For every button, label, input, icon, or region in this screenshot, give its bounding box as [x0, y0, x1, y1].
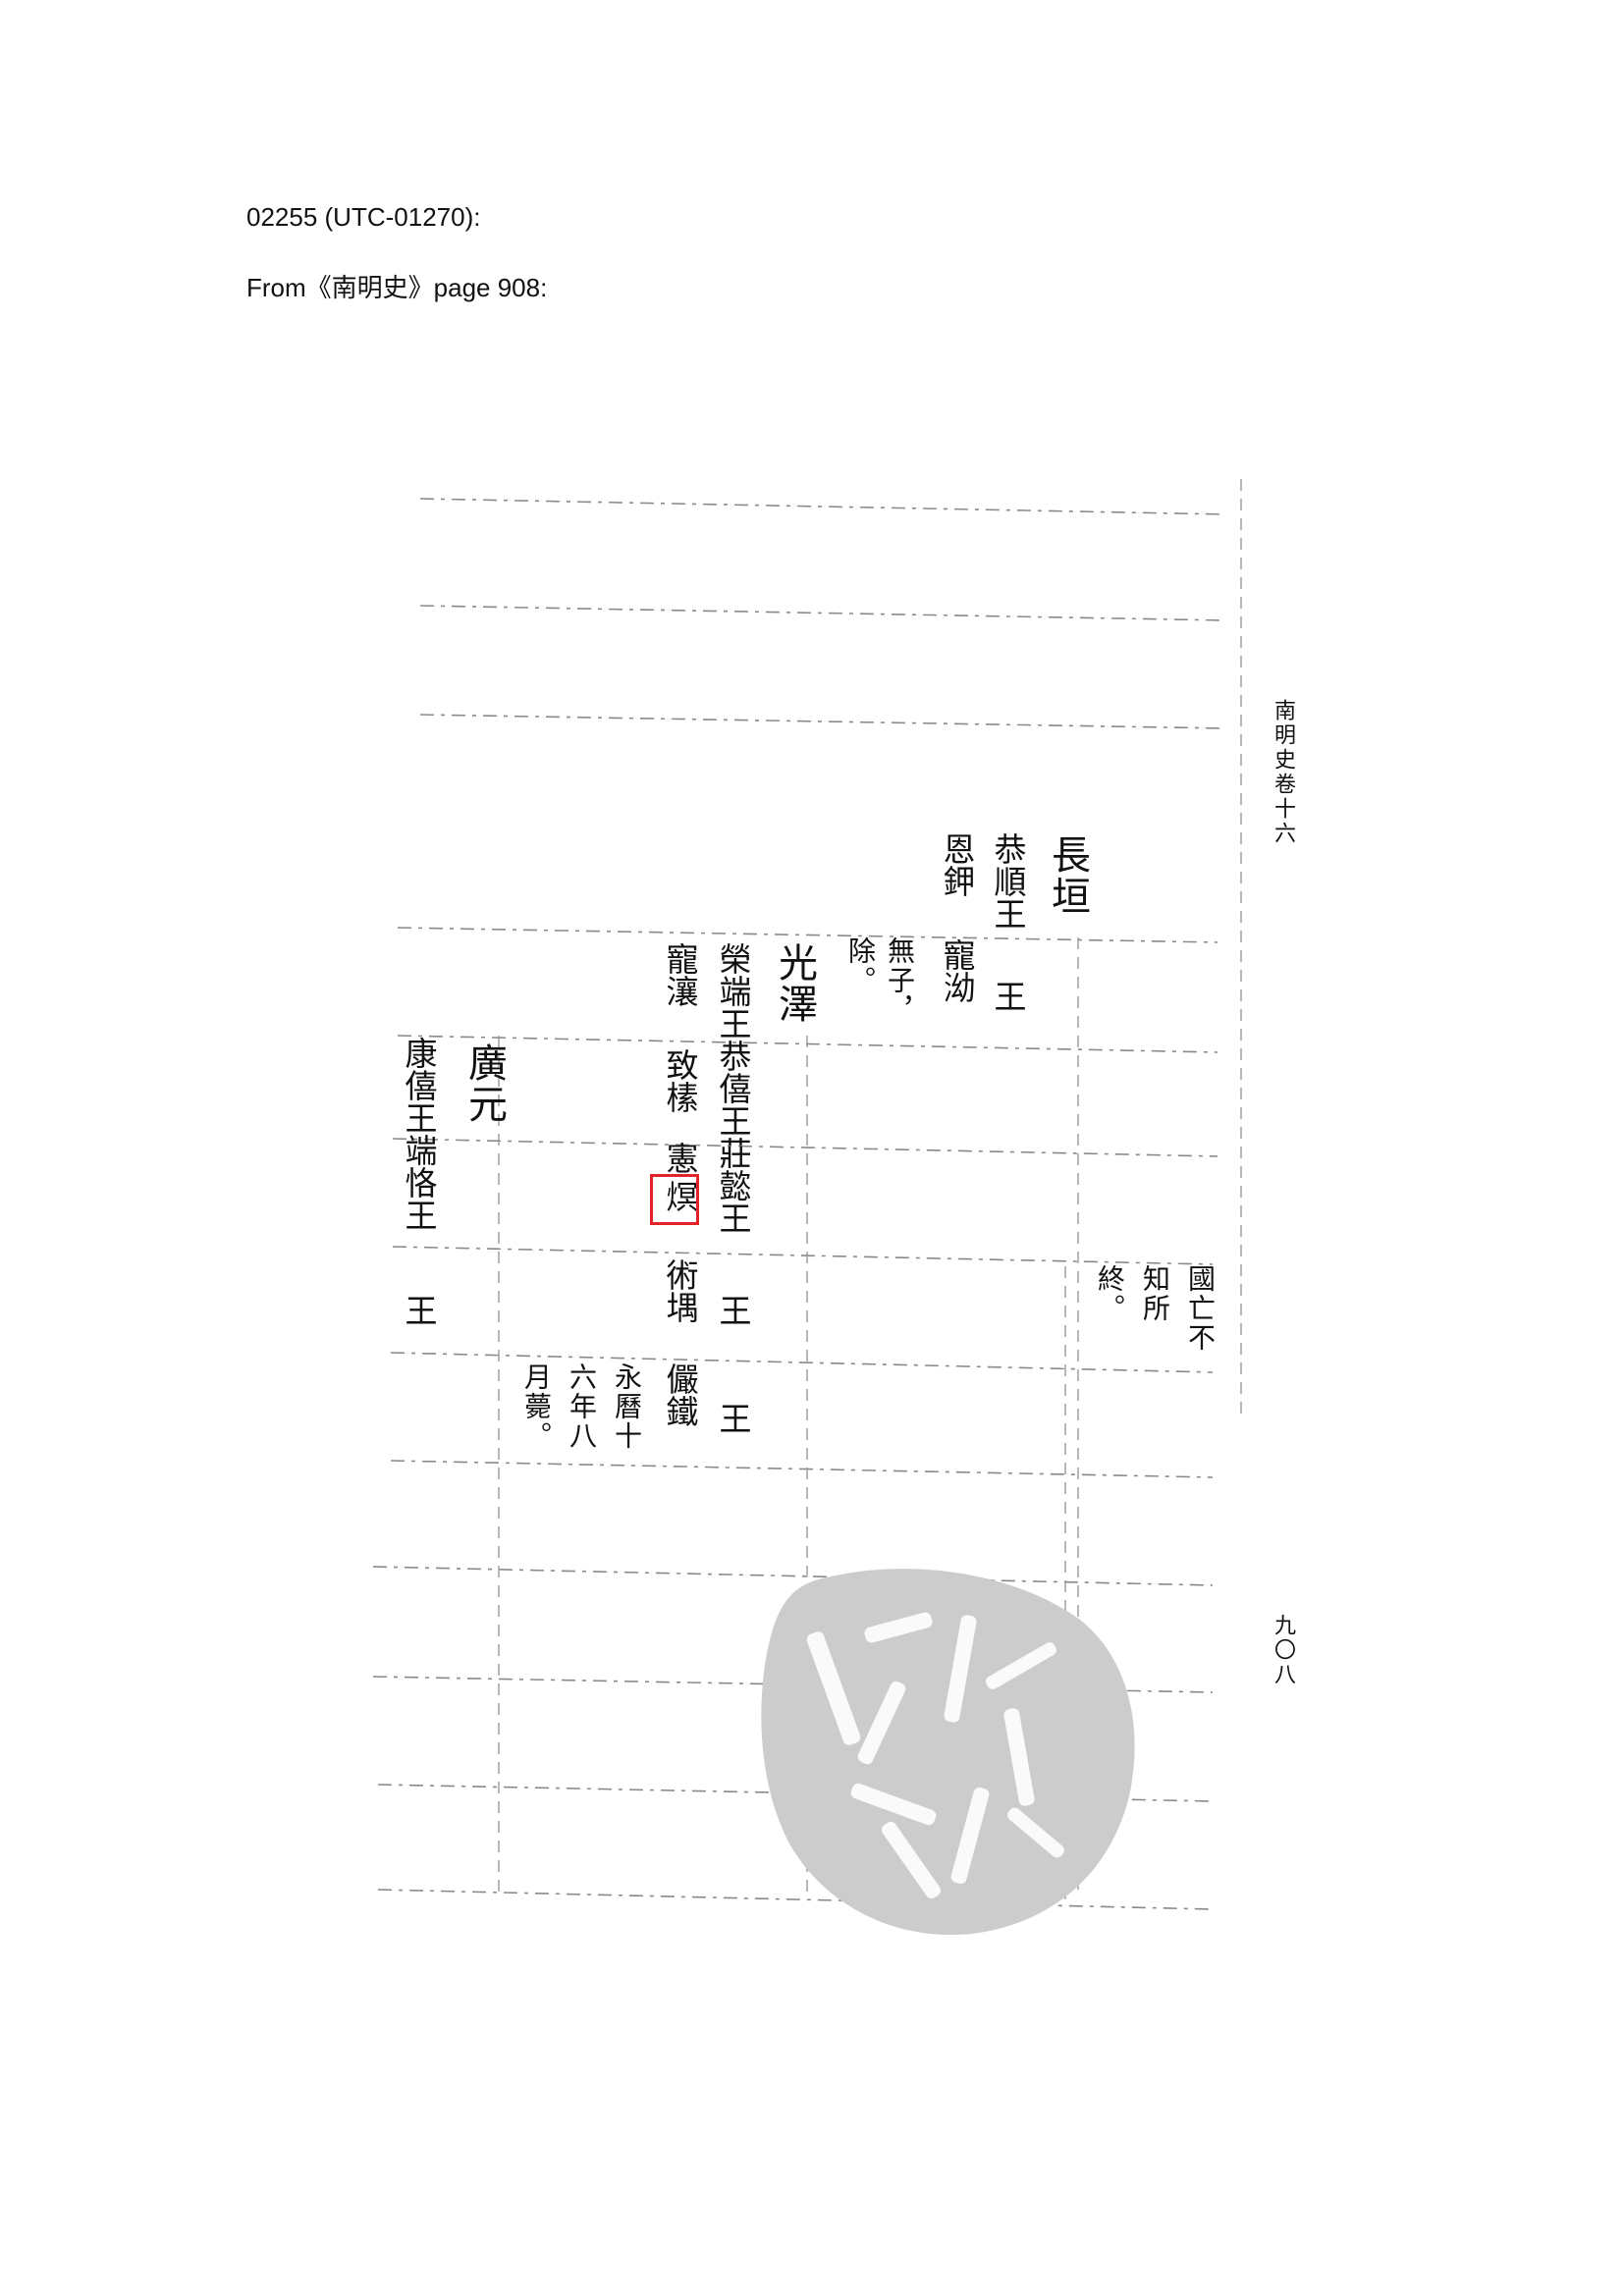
name-enjian: 恩鉀 [938, 832, 976, 897]
highlight-box [650, 1174, 699, 1225]
note-zhisuo: 知所 [1139, 1264, 1171, 1323]
heading-guangyuan: 廣元 [461, 1042, 507, 1125]
title-wang-4: 王 [400, 1294, 438, 1326]
name-chongyou: 寵泑 [938, 938, 976, 1003]
source-citation: From《南明史》page 908: [246, 273, 548, 302]
note-wuzi: 無子， [884, 936, 916, 1025]
note-zhong: 終。 [1094, 1264, 1126, 1323]
name-highlighted-character: 熐 [661, 1180, 699, 1212]
heading-guangze: 光澤 [772, 942, 817, 1025]
note-yuehong: 月薨。 [520, 1362, 553, 1451]
name-shuyu: 術堣 [661, 1258, 699, 1323]
margin-title: 南明史卷十六 [1271, 699, 1295, 846]
note-chu: 除。 [844, 936, 877, 995]
page-number: 九〇八 [1271, 1614, 1295, 1687]
heading-changheng: 長垣 [1045, 834, 1090, 917]
note-yongli: 永曆十 [611, 1362, 643, 1451]
name-zhiji: 致榡 [661, 1048, 699, 1113]
title-wang-3: 王 [714, 1402, 752, 1434]
title-wang-1: 王 [989, 980, 1027, 1012]
title-gongshun-wang: 恭順王 [989, 832, 1027, 930]
title-rongduan-gongxi-zhuangyi: 榮端王恭僖王莊懿王 [714, 942, 752, 1234]
name-yantie: 儼鐵 [661, 1362, 699, 1427]
name-chongrang: 寵瀼 [661, 942, 699, 1007]
title-kangxi-duanke: 康僖王端恪王 [400, 1037, 438, 1231]
note-guowang: 國亡不 [1184, 1264, 1217, 1353]
note-liunian: 六年八 [566, 1362, 598, 1451]
seal-stamp-icon [761, 1569, 1135, 1936]
name-xian-top: 憲 [661, 1142, 699, 1174]
reference-code: 02255 (UTC-01270): [246, 202, 481, 232]
title-wang-2: 王 [714, 1294, 752, 1326]
